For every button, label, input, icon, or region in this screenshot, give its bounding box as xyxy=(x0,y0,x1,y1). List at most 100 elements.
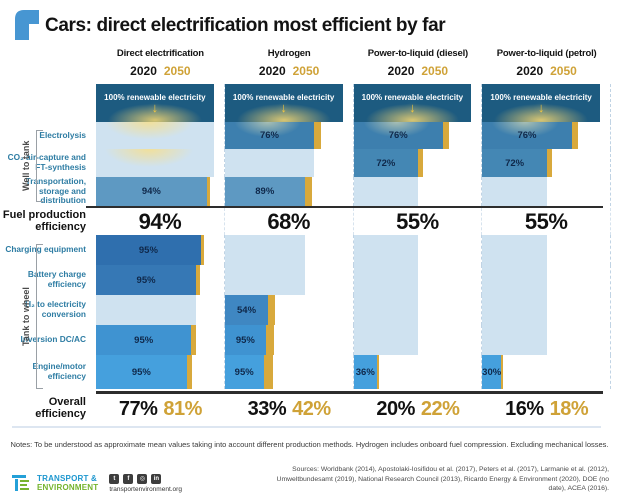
year-2020-label: 2020 xyxy=(387,64,415,78)
row-label: Inversion DC/AC xyxy=(20,334,86,345)
overall-label-cell: Overall efficiency xyxy=(0,394,96,424)
step-cell xyxy=(224,265,354,295)
overall-2020-value: 16% xyxy=(505,397,544,420)
efficiency-bar: 95% xyxy=(96,325,192,355)
step-cell: 95% xyxy=(224,325,354,355)
instagram-icon[interactable]: ◎ xyxy=(137,473,148,484)
skipped-step xyxy=(353,295,419,325)
renewable-electricity-text: 100% renewable electricity xyxy=(104,93,206,102)
gold-2050-strip xyxy=(196,265,201,295)
gold-2050-strip xyxy=(263,355,273,389)
gold-2050-strip xyxy=(191,325,197,355)
column-header: Power-to-liquid (diesel) xyxy=(367,48,468,59)
step-cell-inner: 89% xyxy=(224,177,343,206)
skipped-step xyxy=(353,235,419,265)
step-cell xyxy=(482,295,611,325)
notes-text: Notes: To be understood as approximate m… xyxy=(10,440,609,449)
renewable-electricity-text: 100% renewable electricity xyxy=(490,93,592,102)
bar-value: 94% xyxy=(141,186,161,197)
step-row-engine: Engine/motor efficiency 95% 95% 36% 30% xyxy=(0,355,611,389)
step-cell-inner: 76% xyxy=(353,122,472,149)
fuel-production-label-line2: efficiency xyxy=(35,220,86,233)
efficiency-bar: 30% xyxy=(482,355,501,389)
step-row-battery: Battery charge efficiency 95% xyxy=(0,265,611,295)
down-arrow-icon: ↓ xyxy=(151,100,159,115)
overall-cell: 33% 42% xyxy=(225,394,354,424)
row-label-cell: Electrolysis xyxy=(0,122,96,149)
renewable-electricity-bar: 100% renewable electricity ↓ xyxy=(353,84,472,122)
efficiency-bar: 36% xyxy=(353,355,378,389)
gold-2050-strip xyxy=(206,177,211,206)
fuel-production-value: 55% xyxy=(524,208,568,234)
down-arrow-icon: ↓ xyxy=(409,100,416,115)
years-cell: 2020 2050 xyxy=(225,61,354,81)
step-cell-inner: 30% xyxy=(482,355,600,389)
skipped-step xyxy=(224,235,305,265)
title-bar: Cars: direct electrification most effici… xyxy=(0,0,619,44)
efficiency-bar: 72% xyxy=(482,149,547,177)
row-label: Engine/motor efficiency xyxy=(32,361,86,381)
step-cell-inner: 72% xyxy=(482,149,600,177)
column-header: Power-to-liquid (petrol) xyxy=(496,48,597,59)
bar-value: 76% xyxy=(388,130,408,141)
step-cell-inner: 95% xyxy=(224,325,343,355)
year-2050-label: 2050 xyxy=(163,64,191,78)
step-cell-inner xyxy=(96,295,214,325)
row-label-cell: Transportation, storage and distribution xyxy=(0,176,96,206)
org-name: TRANSPORT & ENVIRONMENT xyxy=(37,474,98,493)
well-to-tank-rows: Electrolysis 76% 76% 76% CO₂ air-capture and… xyxy=(0,122,611,206)
renewable-electricity-row: 100% renewable electricity ↓ 100% renewabl… xyxy=(0,84,611,122)
step-cell-inner: 95% xyxy=(96,355,214,389)
efficiency-bar: 95% xyxy=(96,355,187,389)
tank-to-wheel-label: Tank to wheel xyxy=(21,287,31,346)
skipped-step xyxy=(224,149,315,177)
divider-line xyxy=(96,391,603,394)
overall-2020-value: 20% xyxy=(376,397,415,420)
efficiency-bar: 76% xyxy=(482,122,572,149)
efficiency-bar: 95% xyxy=(224,325,266,355)
renewable-cell: 100% renewable electricity ↓ xyxy=(482,84,611,122)
skipped-step xyxy=(482,295,547,325)
row-label: CO₂ air-capture and FT-synthesis xyxy=(7,152,86,172)
step-cell-inner xyxy=(482,295,600,325)
step-cell-inner xyxy=(224,149,343,177)
step-cell-inner xyxy=(224,265,343,295)
overall-cell: 77% 81% xyxy=(96,394,225,424)
year-2050-label: 2050 xyxy=(292,64,320,78)
linkedin-icon[interactable]: in xyxy=(151,473,162,484)
bar-value: 95% xyxy=(134,334,154,346)
overall-2050-value: 81% xyxy=(163,397,202,420)
step-cell: 95% xyxy=(96,265,225,295)
year-2050-label: 2050 xyxy=(421,64,449,78)
row-label-cell: H₂ to electricity conversion xyxy=(0,295,96,325)
step-cell: 76% xyxy=(224,122,354,149)
bar-value: 89% xyxy=(255,186,275,197)
step-cell xyxy=(353,295,483,325)
org-name-line2: ENVIRONMENT xyxy=(37,483,99,493)
skipped-step xyxy=(482,325,547,355)
fuel-production-label-line1: Fuel production xyxy=(2,208,86,221)
step-cell: 76% xyxy=(353,122,483,149)
skipped-step xyxy=(96,149,214,177)
gold-2050-strip xyxy=(200,235,205,265)
renewable-electricity-text: 100% renewable electricity xyxy=(232,93,335,102)
divider-line xyxy=(86,206,603,208)
step-cell-inner xyxy=(353,177,472,206)
efficiency-bar: 94% xyxy=(96,177,207,206)
facebook-icon[interactable]: f xyxy=(123,473,134,484)
twitter-icon[interactable]: t xyxy=(109,473,120,484)
sources-text: Sources: Worldbank (2014), Apostolaki-Io… xyxy=(276,466,609,492)
years-cell: 2020 2050 xyxy=(354,61,483,81)
down-arrow-icon: ↓ xyxy=(280,100,287,115)
bottom-rule xyxy=(12,426,601,428)
step-cell: 94% xyxy=(96,177,225,206)
website-link[interactable]: transportenvironment.org xyxy=(109,485,182,493)
skipped-step xyxy=(96,295,197,325)
step-row-charging: Charging equipment 95% xyxy=(0,235,611,265)
years-cell: 2020 2050 xyxy=(96,61,225,81)
step-cell: 95% xyxy=(96,325,225,355)
renewable-cell: 100% renewable electricity ↓ xyxy=(353,84,483,122)
overall-2020-value: 33% xyxy=(247,397,287,420)
gold-2050-strip xyxy=(265,325,275,355)
